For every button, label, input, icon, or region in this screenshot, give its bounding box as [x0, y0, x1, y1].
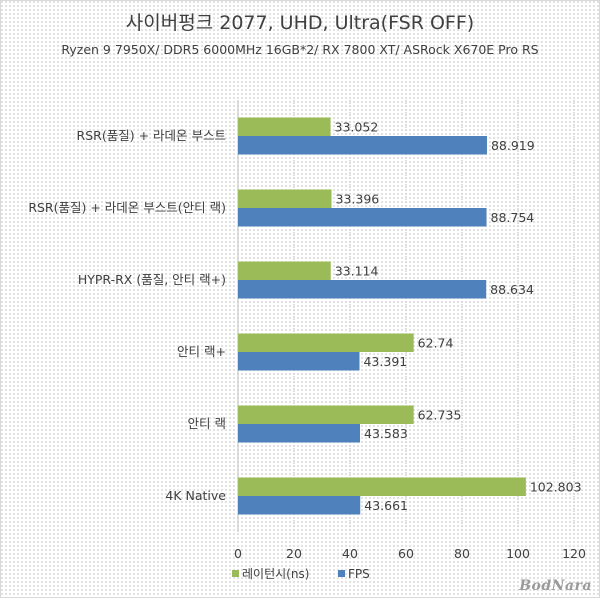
- bar-fps: [238, 352, 360, 371]
- bar-fps: [238, 280, 487, 299]
- data-label: 102.803: [530, 479, 582, 494]
- category-label: 안티 랙+: [177, 344, 226, 359]
- data-label: 43.583: [364, 426, 408, 441]
- bar-latency: [238, 405, 414, 424]
- category-label: RSR(품질) + 라데온 부스트: [77, 128, 226, 143]
- data-label: 43.661: [364, 498, 408, 513]
- category-label: 4K Native: [165, 488, 226, 503]
- legend-label: FPS: [348, 567, 370, 581]
- x-tick-label: 40: [342, 546, 358, 561]
- data-label: 62.74: [418, 335, 454, 350]
- x-tick-label: 60: [398, 546, 414, 561]
- legend-swatch: [338, 570, 345, 577]
- bar-fps: [238, 208, 487, 227]
- x-tick-label: 100: [506, 546, 530, 561]
- chart-title: 사이버펑크 2077, UHD, Ultra(FSR OFF): [125, 12, 475, 34]
- data-label: 33.052: [335, 119, 379, 134]
- bar-fps: [238, 424, 361, 443]
- legend-label: 레이턴시(ns): [242, 567, 309, 581]
- bar-latency: [238, 189, 332, 208]
- x-tick-label: 0: [234, 546, 242, 561]
- bar-latency: [238, 261, 331, 280]
- category-label: HYPR-RX (품질, 안티 랙+): [78, 272, 226, 287]
- data-label: 88.919: [491, 138, 535, 153]
- bar-fps: [238, 136, 487, 155]
- bar-latency: [238, 477, 526, 496]
- data-label: 88.634: [490, 282, 534, 297]
- data-label: 43.391: [363, 354, 407, 369]
- bar-latency: [238, 333, 414, 352]
- legend-swatch: [232, 570, 239, 577]
- x-tick-label: 80: [454, 546, 470, 561]
- bar-fps: [238, 496, 361, 515]
- category-label: RSR(품질) + 라데온 부스트(안티 랙): [28, 200, 226, 215]
- x-tick-label: 20: [286, 546, 302, 561]
- data-label: 33.114: [335, 263, 379, 278]
- bar-latency: [238, 117, 331, 136]
- data-label: 62.735: [418, 407, 462, 422]
- category-label: 안티 랙: [188, 416, 226, 431]
- data-label: 88.754: [491, 210, 535, 225]
- watermark-logo: BodNara: [519, 578, 592, 594]
- x-tick-label: 120: [562, 546, 586, 561]
- chart-subtitle: Ryzen 9 7950X/ DDR5 6000MHz 16GB*2/ RX 7…: [61, 42, 539, 57]
- data-label: 33.396: [336, 191, 380, 206]
